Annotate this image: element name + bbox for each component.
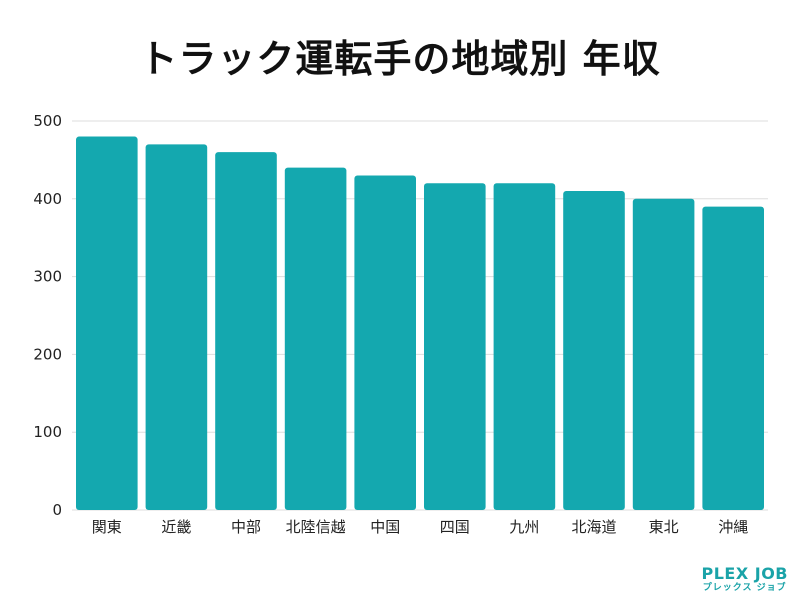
bars — [76, 136, 764, 511]
y-tick-label: 500 — [33, 112, 62, 130]
bar-四国 — [424, 183, 486, 511]
logo-main-text: PLEX JOB — [701, 564, 788, 583]
y-tick-label: 300 — [33, 268, 62, 286]
bar-沖縄 — [702, 206, 764, 510]
x-category-label: 東北 — [649, 518, 679, 536]
bar-中部 — [215, 152, 277, 510]
x-category-label: 中部 — [231, 518, 261, 536]
y-tick-label: 0 — [52, 501, 62, 519]
logo-sub-text: プレックス ジョブ — [702, 583, 787, 593]
x-category-label: 沖縄 — [718, 518, 748, 536]
bar-中国 — [354, 175, 416, 510]
bar-近畿 — [145, 144, 208, 510]
x-category-label: 関東 — [92, 518, 122, 536]
x-axis-category-labels: 関東 近畿 中部 北陸信越 中国 四国 九州 北海道 東北 沖縄 — [92, 518, 748, 536]
bar-北海道 — [563, 191, 625, 510]
y-tick-label: 100 — [33, 423, 62, 441]
plex-job-logo: PLEX JOB プレックス ジョブ — [701, 565, 788, 594]
x-category-label: 近畿 — [161, 518, 191, 536]
x-category-label: 九州 — [509, 518, 539, 536]
chart-title: トラック運転手の地域別 年収 — [139, 37, 661, 81]
y-axis-tick-labels: 0 100 200 300 400 500 — [33, 112, 62, 519]
y-tick-label: 400 — [33, 190, 62, 208]
bar-九州 — [493, 183, 556, 511]
bar-東北 — [632, 198, 695, 511]
bar-北陸信越 — [284, 167, 347, 510]
x-category-label: 四国 — [440, 518, 470, 536]
bar-関東 — [76, 136, 138, 510]
x-category-label: 北陸信越 — [286, 518, 346, 536]
y-tick-label: 200 — [33, 345, 62, 363]
x-category-label: 北海道 — [571, 518, 616, 536]
x-category-label: 中国 — [370, 518, 400, 536]
